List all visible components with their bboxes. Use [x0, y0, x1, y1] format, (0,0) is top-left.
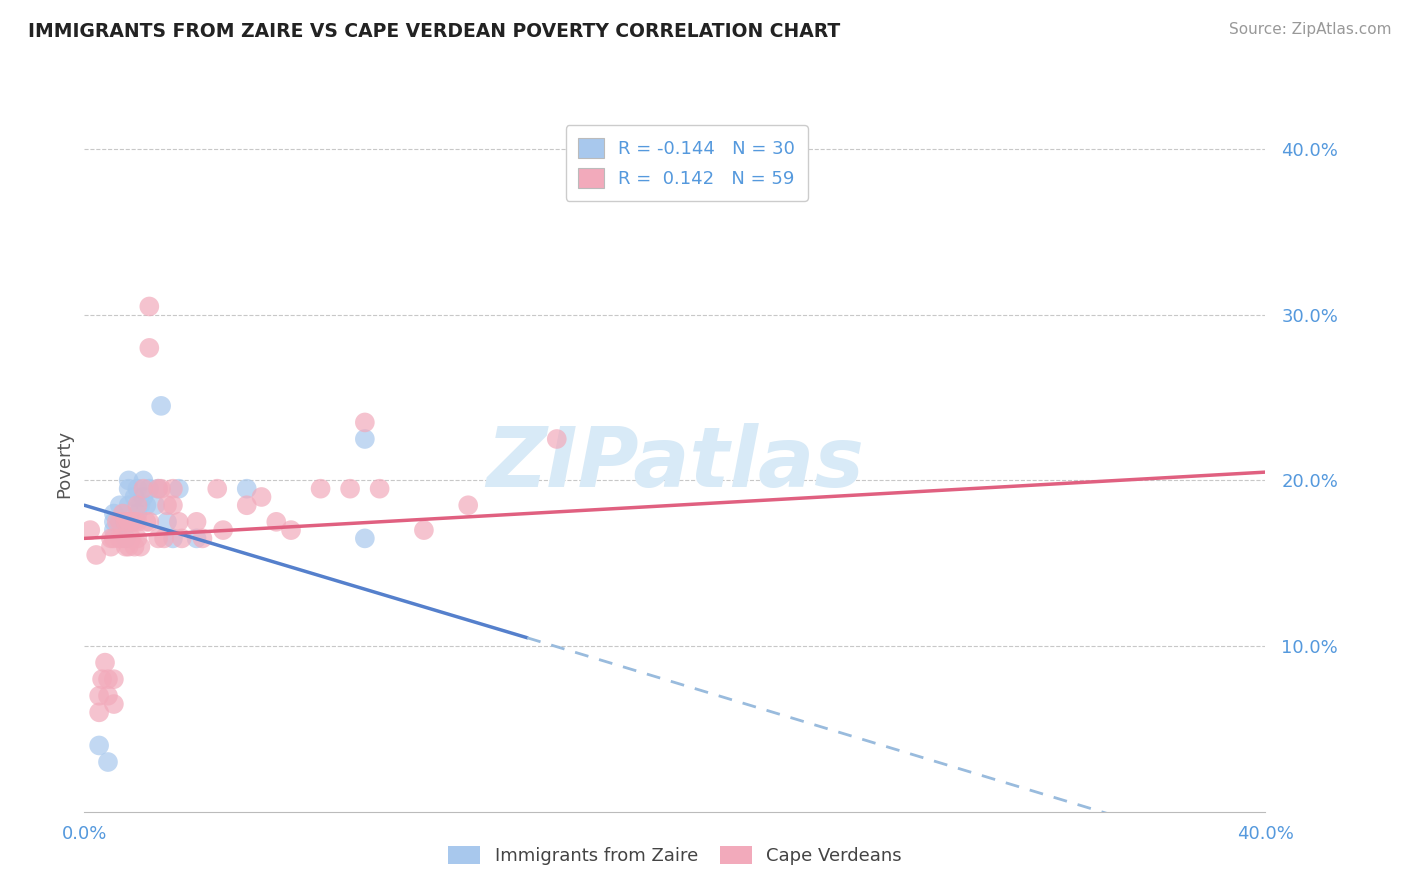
Point [148, 482, 170, 496]
Point [135, 498, 157, 512]
Point [108, 498, 131, 512]
Point [103, 672, 125, 686]
Point [162, 482, 184, 496]
Point [148, 482, 170, 496]
Point [103, 507, 125, 521]
Point [546, 432, 568, 446]
Point [87, 706, 111, 720]
Point [111, 532, 134, 546]
Point [79, 523, 101, 537]
Point [103, 523, 125, 537]
Point [132, 482, 155, 496]
Point [100, 540, 122, 554]
Point [100, 532, 122, 546]
Point [138, 482, 160, 496]
Point [191, 532, 214, 546]
Point [114, 540, 136, 554]
Point [339, 482, 361, 496]
Point [118, 515, 141, 529]
Point [121, 515, 143, 529]
Point [138, 300, 160, 314]
Point [167, 515, 190, 529]
Point [87, 739, 111, 753]
Point [186, 515, 208, 529]
Point [162, 498, 184, 512]
Point [91, 672, 114, 686]
Point [118, 474, 141, 488]
Point [124, 515, 146, 529]
Point [138, 515, 160, 529]
Point [103, 697, 125, 711]
Point [118, 540, 141, 554]
Point [264, 515, 288, 529]
Point [170, 532, 193, 546]
Point [97, 755, 120, 769]
Y-axis label: Poverty: Poverty [55, 430, 73, 498]
Point [111, 507, 134, 521]
Point [129, 498, 152, 512]
Point [156, 498, 179, 512]
Point [132, 474, 155, 488]
Point [135, 515, 157, 529]
Legend: Immigrants from Zaire, Cape Verdeans: Immigrants from Zaire, Cape Verdeans [440, 838, 910, 872]
Point [127, 482, 149, 496]
Point [111, 515, 134, 529]
Point [127, 532, 149, 546]
Point [280, 523, 302, 537]
Text: IMMIGRANTS FROM ZAIRE VS CAPE VERDEAN POVERTY CORRELATION CHART: IMMIGRANTS FROM ZAIRE VS CAPE VERDEAN PO… [28, 22, 841, 41]
Point [205, 482, 228, 496]
Point [94, 656, 117, 670]
Point [124, 540, 146, 554]
Point [121, 532, 143, 546]
Point [124, 490, 146, 504]
Point [235, 498, 259, 512]
Point [105, 515, 128, 529]
Point [150, 399, 173, 413]
Point [84, 548, 107, 562]
Point [103, 532, 125, 546]
Point [309, 482, 332, 496]
Point [87, 689, 111, 703]
Point [153, 532, 176, 546]
Point [108, 515, 131, 529]
Text: ZIPatlas: ZIPatlas [486, 424, 863, 504]
Point [114, 515, 136, 529]
Point [457, 498, 479, 512]
Point [368, 482, 391, 496]
Point [127, 498, 149, 512]
Point [167, 482, 190, 496]
Point [114, 532, 136, 546]
Point [413, 523, 436, 537]
Point [156, 515, 179, 529]
Point [186, 532, 208, 546]
Text: Source: ZipAtlas.com: Source: ZipAtlas.com [1229, 22, 1392, 37]
Point [235, 482, 259, 496]
Point [118, 482, 141, 496]
Point [103, 515, 125, 529]
Point [108, 532, 131, 546]
Point [354, 432, 377, 446]
Point [212, 523, 235, 537]
Point [143, 498, 166, 512]
Point [354, 416, 377, 430]
Point [148, 532, 170, 546]
Point [132, 490, 155, 504]
Point [127, 515, 149, 529]
Point [138, 341, 160, 355]
Point [129, 540, 152, 554]
Point [354, 532, 377, 546]
Point [97, 672, 120, 686]
Point [150, 482, 173, 496]
Point [127, 507, 149, 521]
Point [118, 498, 141, 512]
Point [162, 532, 184, 546]
Point [97, 689, 120, 703]
Point [250, 490, 273, 504]
Point [121, 515, 143, 529]
